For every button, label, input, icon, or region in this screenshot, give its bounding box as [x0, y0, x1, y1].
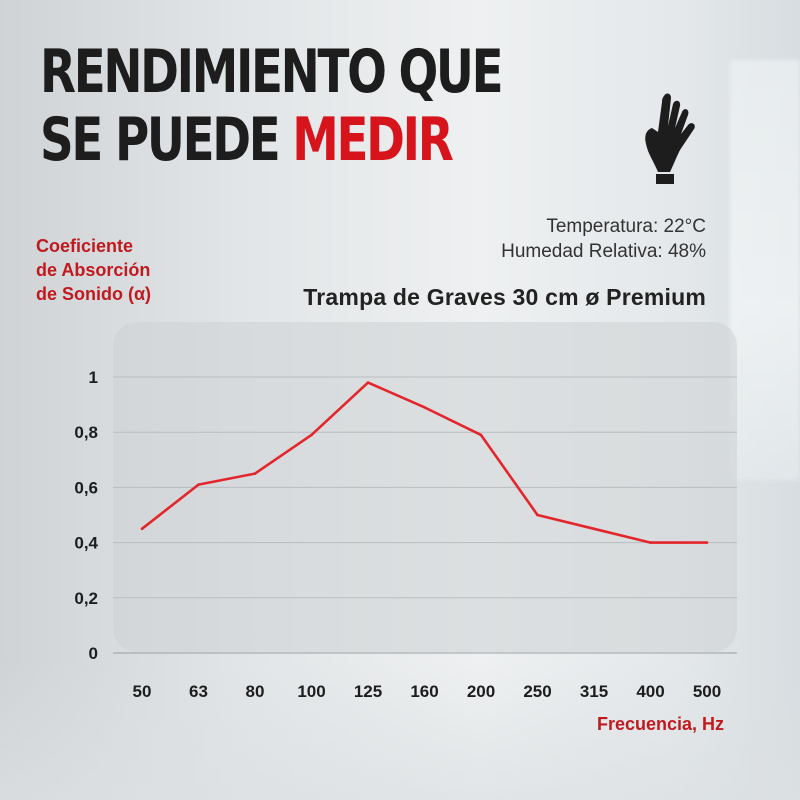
y-tick-label: 1 — [89, 368, 98, 387]
data-point — [366, 381, 370, 384]
data-point — [649, 541, 652, 544]
y-tick-label: 0,6 — [74, 478, 98, 497]
x-tick-label: 160 — [410, 682, 438, 701]
data-point — [310, 433, 313, 437]
data-point — [140, 527, 144, 531]
headline-line-2: SE PUEDE MEDIR — [40, 105, 454, 175]
y-axis-label-line-1: Coeficiente — [36, 236, 134, 256]
x-axis-label: Frecuencia, Hz — [596, 714, 724, 734]
headline-line-2-prefix: SE PUEDE — [40, 105, 293, 175]
data-point — [253, 472, 257, 475]
humidity-label: Humedad Relativa: 48% — [501, 241, 706, 262]
data-point — [479, 433, 483, 437]
x-tick-label: 500 — [693, 682, 721, 701]
x-tick-label: 250 — [523, 682, 551, 701]
x-tick-label: 200 — [467, 682, 495, 701]
background-window — [730, 60, 800, 480]
temperature-label: Temperatura: 22°C — [546, 216, 706, 237]
x-tick-label: 100 — [297, 682, 325, 701]
headline-accent: MEDIR — [292, 105, 453, 175]
data-point — [536, 513, 539, 517]
headline: RENDIMIENTO QUE SE PUEDE MEDIR — [40, 37, 504, 175]
x-tick-label: 50 — [133, 682, 152, 701]
data-point — [592, 527, 596, 531]
background-floor — [0, 660, 800, 800]
y-tick-label: 0,4 — [74, 534, 98, 553]
y-tick-label: 0,2 — [74, 589, 98, 608]
hand-gesture-icon — [645, 93, 695, 184]
headline-line-1: RENDIMIENTO QUE — [40, 37, 504, 107]
y-axis-label: Coeficiente de Absorción de Sonido (α) — [36, 234, 151, 306]
chart-title: Trampa de Graves 30 cm ø Premium — [303, 284, 706, 310]
x-tick-label: 63 — [189, 682, 208, 701]
test-conditions: Temperatura: 22°C Humedad Relativa: 48% — [501, 214, 706, 264]
x-tick-label: 400 — [636, 682, 664, 701]
data-point — [197, 483, 200, 486]
x-tick-label: 80 — [246, 682, 265, 701]
y-tick-label: 0 — [89, 644, 98, 663]
data-point — [423, 406, 426, 409]
y-axis-label-line-2: de Absorción — [36, 260, 151, 280]
y-tick-label: 0,8 — [74, 423, 98, 442]
x-tick-label: 315 — [580, 682, 608, 701]
data-point — [705, 541, 709, 544]
x-tick-label: 125 — [354, 682, 382, 701]
y-axis-label-line-3: de Sonido (α) — [36, 284, 152, 304]
